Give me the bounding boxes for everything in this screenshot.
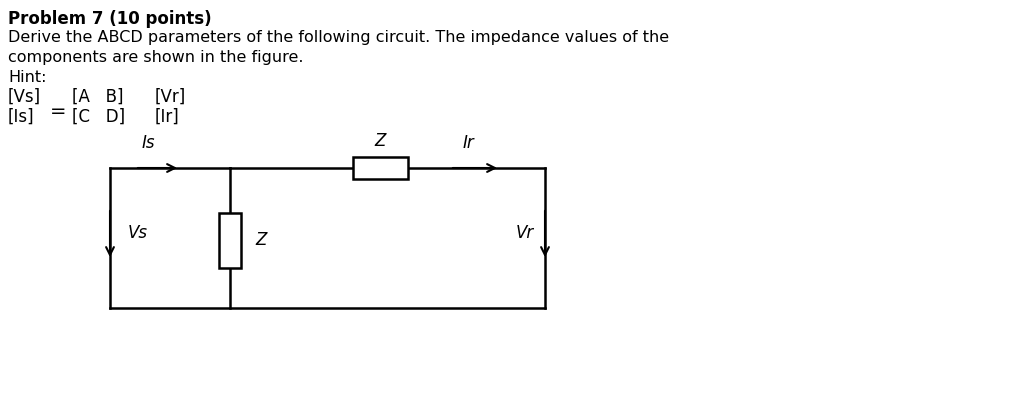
Text: Z: Z — [255, 231, 266, 249]
Text: [A   B]: [A B] — [72, 88, 123, 106]
Text: [Vr]: [Vr] — [155, 88, 187, 106]
Text: Problem 7 (10 points): Problem 7 (10 points) — [8, 10, 211, 28]
Bar — [353, 157, 408, 179]
Text: [Is]: [Is] — [8, 108, 35, 126]
Text: Ir: Ir — [462, 134, 474, 152]
Text: components are shown in the figure.: components are shown in the figure. — [8, 50, 303, 65]
Text: =: = — [50, 102, 67, 121]
Text: Hint:: Hint: — [8, 70, 46, 85]
Text: Vr: Vr — [516, 224, 534, 242]
Text: Vs: Vs — [128, 224, 148, 242]
Text: Is: Is — [141, 134, 155, 152]
Text: Derive the ABCD parameters of the following circuit. The impedance values of the: Derive the ABCD parameters of the follow… — [8, 30, 669, 45]
Bar — [219, 213, 241, 268]
Text: Z: Z — [374, 132, 385, 150]
Text: [Vs]: [Vs] — [8, 88, 41, 106]
Text: [Ir]: [Ir] — [155, 108, 179, 126]
Text: [C   D]: [C D] — [72, 108, 125, 126]
